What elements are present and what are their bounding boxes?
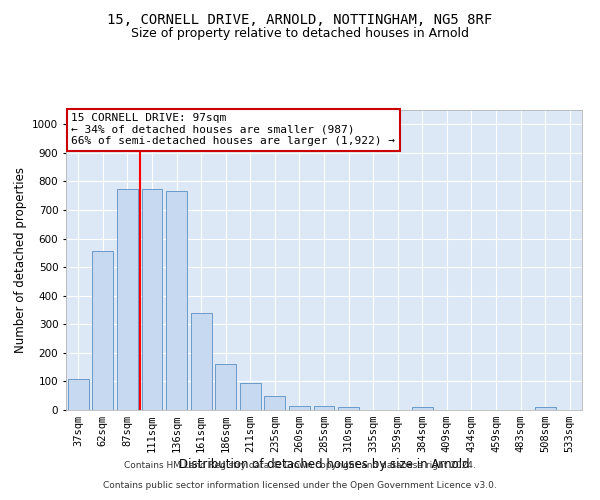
Bar [314,406,334,410]
Bar [68,378,89,410]
Text: 15, CORNELL DRIVE, ARNOLD, NOTTINGHAM, NG5 8RF: 15, CORNELL DRIVE, ARNOLD, NOTTINGHAM, N… [107,12,493,26]
Bar [412,407,433,410]
Bar [117,188,138,410]
Bar [92,252,113,410]
Bar [166,192,187,410]
Y-axis label: Number of detached properties: Number of detached properties [14,167,26,353]
Text: Contains HM Land Registry data © Crown copyright and database right 2024.: Contains HM Land Registry data © Crown c… [124,461,476,470]
Text: Size of property relative to detached houses in Arnold: Size of property relative to detached ho… [131,28,469,40]
Bar [265,396,286,410]
Text: Contains public sector information licensed under the Open Government Licence v3: Contains public sector information licen… [103,481,497,490]
Bar [191,313,212,410]
Bar [289,406,310,410]
Bar [338,407,359,410]
Bar [142,188,163,410]
Bar [215,364,236,410]
Bar [240,383,261,410]
X-axis label: Distribution of detached houses by size in Arnold: Distribution of detached houses by size … [179,458,469,471]
Text: 15 CORNELL DRIVE: 97sqm
← 34% of detached houses are smaller (987)
66% of semi-d: 15 CORNELL DRIVE: 97sqm ← 34% of detache… [71,113,395,146]
Bar [535,407,556,410]
